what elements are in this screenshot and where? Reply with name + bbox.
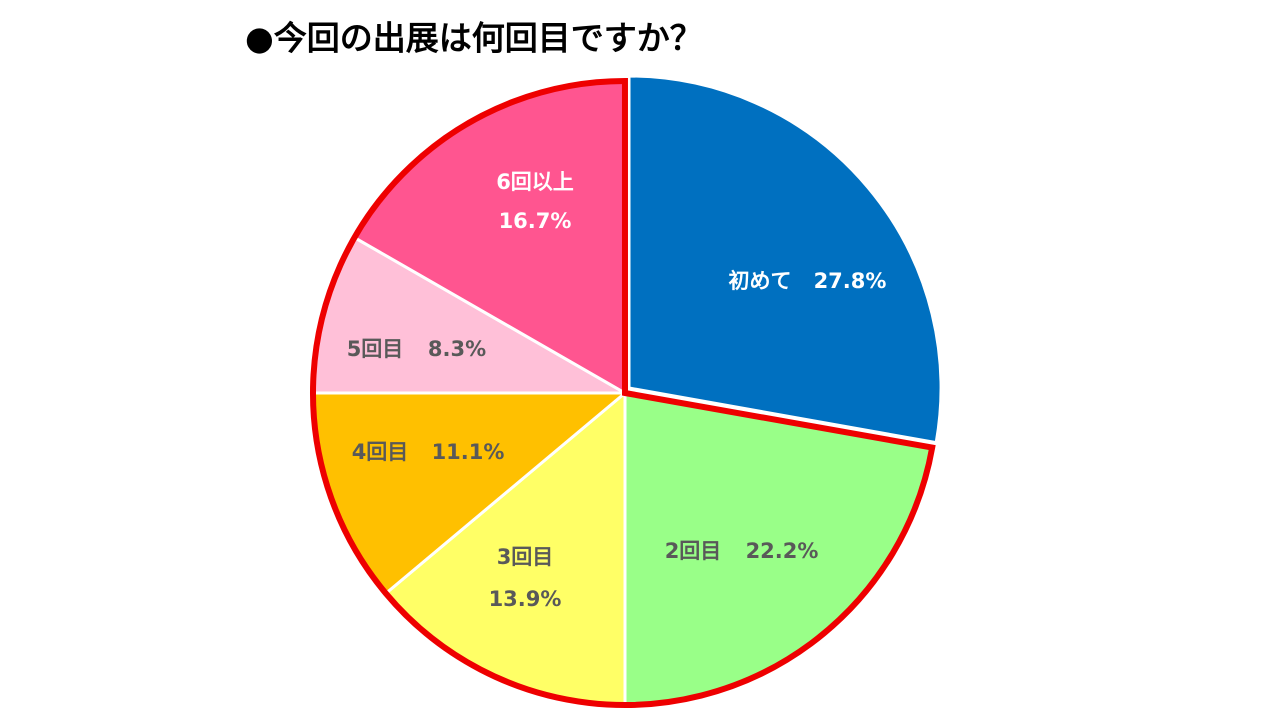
slice-value-label: 13.9% <box>489 587 562 611</box>
slice-name-label: 初めて <box>729 269 792 293</box>
slice-name-label: 5回目 <box>347 337 404 361</box>
slice-name-label: 2回目 <box>665 539 722 563</box>
chart-title: ●今回の出展は何回目ですか？ <box>245 19 703 58</box>
slice-value-label: 27.8% <box>814 269 887 293</box>
highlight-outline <box>310 77 936 708</box>
slice-value-label: 22.2% <box>746 539 819 563</box>
slice-value-label: 11.1% <box>432 440 505 464</box>
slice-name-label: 3回目 <box>497 545 554 569</box>
slice-value-label: 8.3% <box>428 337 486 361</box>
slice-value-label: 16.7% <box>499 209 572 233</box>
pie-slice <box>627 74 943 445</box>
slice-name-label: 6回以上 <box>496 170 574 194</box>
slice-name-label: 4回目 <box>352 440 409 464</box>
